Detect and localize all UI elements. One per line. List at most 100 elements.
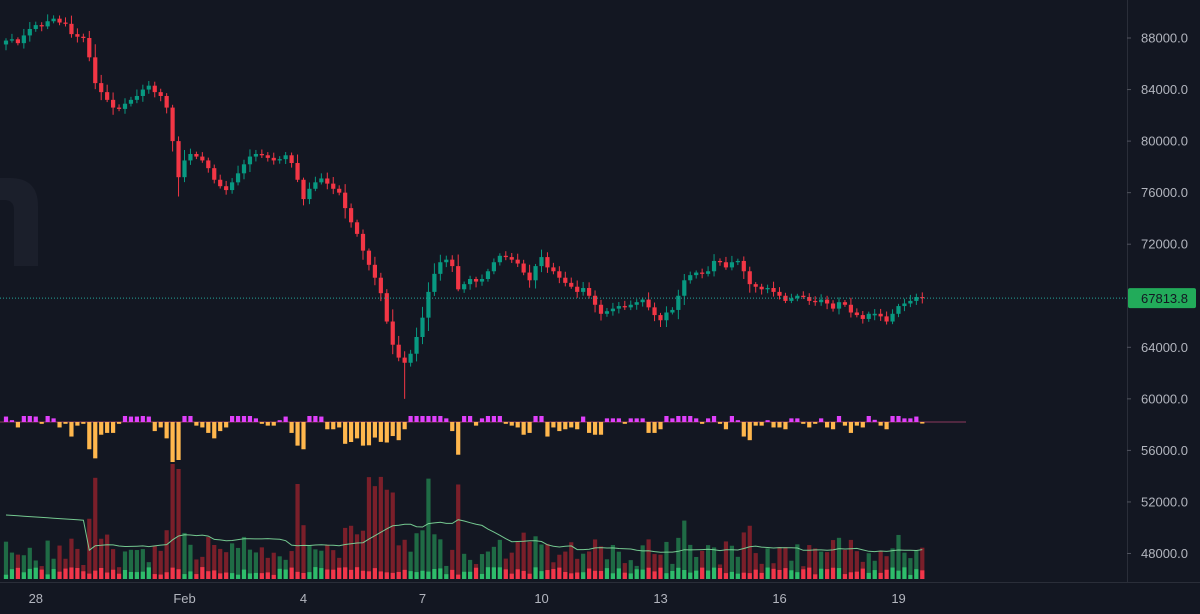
candle <box>592 290 598 313</box>
candle <box>813 296 818 306</box>
time-tick-label: 28 <box>29 591 43 606</box>
candle <box>230 178 235 194</box>
candle-body <box>670 309 675 313</box>
oscillator-bar <box>462 416 467 422</box>
volume-bar <box>884 556 889 579</box>
time-axis[interactable]: 28 Feb 4 7 10 13 16 19 <box>0 582 1200 607</box>
candle-body <box>343 192 348 209</box>
volume-bar <box>188 544 193 579</box>
volume-bar <box>343 527 348 579</box>
candle-body <box>51 18 56 22</box>
candle <box>569 277 574 289</box>
volume-bar <box>753 553 758 579</box>
price-candles <box>3 14 925 399</box>
volume-bar <box>616 551 621 579</box>
candle <box>75 28 80 43</box>
volume-bar-base <box>331 569 336 579</box>
candle <box>87 30 92 62</box>
volume-bar <box>533 536 538 579</box>
oscillator-bar <box>497 416 502 422</box>
volume-bar <box>360 530 366 579</box>
volume-bar-base <box>896 570 901 579</box>
candle <box>378 272 383 302</box>
volume-bar-base <box>128 572 134 579</box>
candle-body <box>723 262 729 268</box>
oscillator-bar <box>842 422 848 426</box>
candle <box>9 33 15 43</box>
volume-bar <box>539 544 544 579</box>
candle <box>33 21 38 32</box>
oscillator-bar <box>224 422 229 428</box>
oscillator-bar <box>241 416 247 422</box>
volume-bar-base <box>783 568 788 579</box>
oscillator-bar <box>218 422 223 432</box>
volume-bar <box>592 539 598 579</box>
volume-bar-base <box>224 572 229 579</box>
candle <box>265 152 270 162</box>
candle <box>789 293 794 304</box>
volume-bar <box>729 545 734 579</box>
candle <box>402 351 407 399</box>
oscillator-bar <box>473 422 479 426</box>
oscillator-bar <box>539 416 544 422</box>
oscillator-bar <box>563 422 568 430</box>
candle-body <box>902 303 907 307</box>
candle <box>259 149 264 158</box>
volume-bar <box>456 484 461 579</box>
volume-bar-base <box>360 570 366 579</box>
volume-bar-base <box>914 569 919 579</box>
volume-bar-base <box>200 567 205 579</box>
candle <box>313 176 318 192</box>
volume-bar-base <box>503 569 508 579</box>
volume-bar <box>545 543 550 579</box>
candle <box>218 174 223 189</box>
oscillator-bar <box>491 416 496 422</box>
candle-body <box>860 315 865 319</box>
volume-bar-base <box>848 572 853 579</box>
oscillator-bar <box>783 422 788 430</box>
volume-bar <box>646 539 651 579</box>
oscillator-bar <box>801 422 806 424</box>
oscillator-bar <box>765 420 770 422</box>
candle <box>468 275 473 290</box>
candle-body <box>462 284 467 290</box>
oscillator-bar <box>21 416 26 422</box>
oscillator-bar <box>206 422 211 433</box>
oscillator-bar <box>694 418 699 422</box>
candle-body <box>57 18 62 23</box>
volume-bar <box>277 556 282 579</box>
candle-body <box>848 304 853 313</box>
volume-bar-base <box>206 571 211 579</box>
volume-bar <box>93 477 98 579</box>
price-axis[interactable]: 88000.0 84000.0 80000.0 76000.0 72000.0 64000… <box>1127 0 1196 582</box>
candle-body <box>634 302 639 305</box>
volume-bar-base <box>354 567 360 579</box>
candle <box>444 255 449 268</box>
candle <box>271 152 276 165</box>
oscillator-bar <box>235 416 241 422</box>
candle <box>396 335 401 362</box>
price-tick-label: 60000.0 <box>1141 391 1188 406</box>
volume-bar <box>247 549 253 579</box>
volume-bar-base <box>33 567 38 579</box>
volume-bar <box>372 486 377 579</box>
volume-bar-base <box>164 572 169 579</box>
candle <box>545 252 550 273</box>
volume-bar-base <box>587 568 592 579</box>
volume-bar-base <box>795 572 800 579</box>
candle <box>628 300 633 311</box>
oscillator-bar <box>343 422 348 444</box>
price-tick-label: 48000.0 <box>1141 546 1188 561</box>
oscillator-bar <box>509 422 514 426</box>
volume-bar <box>896 534 901 579</box>
volume-bar-base <box>182 574 187 579</box>
volume-bar <box>664 541 669 579</box>
volume-bar <box>182 532 187 579</box>
volume-bar-base <box>908 574 913 579</box>
volume-bar-base <box>628 573 633 579</box>
volume-bar <box>69 538 74 579</box>
candle <box>57 15 62 26</box>
volume-bar <box>848 539 853 579</box>
